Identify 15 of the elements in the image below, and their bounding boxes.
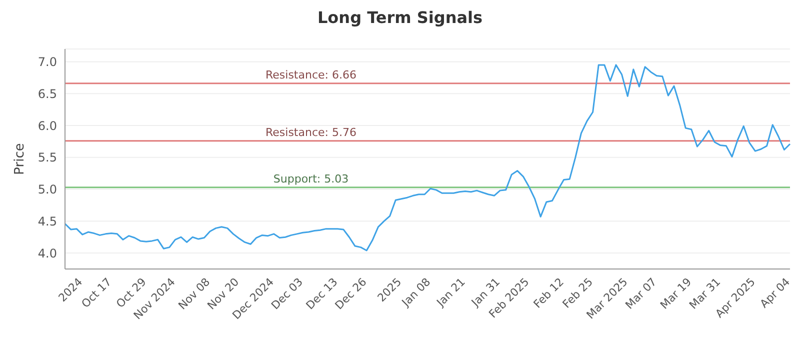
x-tick-label: Jan 21: [434, 275, 468, 310]
y-tick-label: 5.0: [38, 182, 57, 197]
y-tick-label: 7.0: [38, 55, 57, 70]
y-axis-title: Price: [12, 143, 28, 175]
y-tick-label: 4.5: [38, 214, 57, 228]
line-series: [64, 64, 791, 252]
y-tick-label: 4.0: [38, 246, 57, 260]
ref-line-label: Resistance: 6.66: [266, 68, 356, 82]
chart-title: Long Term Signals: [316, 8, 484, 27]
x-tick-label: Apr 04: [758, 275, 793, 310]
y-tick-label: 6.0: [38, 118, 57, 133]
y-tick-label: 5.5: [38, 150, 57, 165]
ref-line-label: Resistance: 5.76: [266, 126, 356, 139]
ref-line-label: Support: 5.03: [273, 172, 349, 186]
y-tick-label: 6.5: [38, 86, 57, 101]
